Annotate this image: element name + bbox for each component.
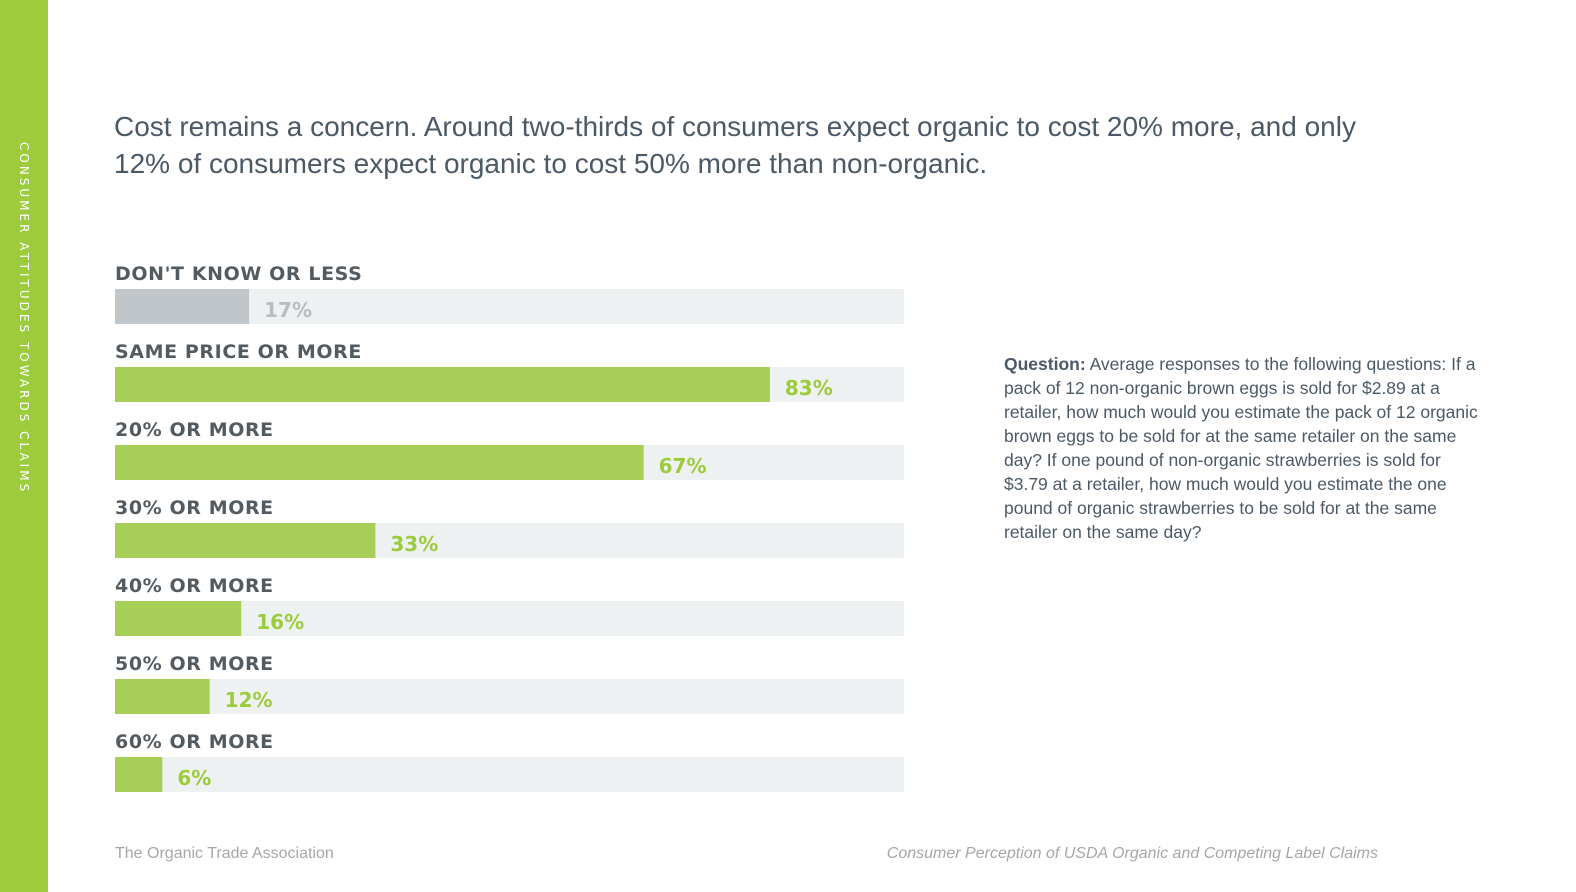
footer-organization: The Organic Trade Association <box>115 845 334 862</box>
bar-group: 20% OR MORE 67% <box>115 419 904 480</box>
question-note: Question: Average responses to the follo… <box>1004 352 1486 544</box>
category-label: DON'T KNOW OR LESS <box>115 263 362 285</box>
bar-group: 50% OR MORE 12% <box>115 653 904 714</box>
value-label: 16% <box>256 610 304 634</box>
bar <box>115 445 644 480</box>
headline: Cost remains a concern. Around two-third… <box>114 111 1356 179</box>
bar-group: DON'T KNOW OR LESS 17% <box>115 263 904 324</box>
category-label: 20% OR MORE <box>115 419 274 441</box>
bar <box>115 601 242 636</box>
value-label: 17% <box>264 298 312 322</box>
bar <box>115 289 250 324</box>
side-band: CONSUMER ATTITUDES TOWARDS CLAIMS <box>0 0 48 892</box>
category-label: 50% OR MORE <box>115 653 274 675</box>
bar-group: SAME PRICE OR MORE 83% <box>115 341 904 402</box>
category-label: 30% OR MORE <box>115 497 274 519</box>
bar <box>115 367 770 402</box>
category-label: 60% OR MORE <box>115 731 274 753</box>
footer-report-title: Consumer Perception of USDA Organic and … <box>886 845 1378 862</box>
bar <box>115 523 376 558</box>
question-label: Question: <box>1004 354 1086 374</box>
bar-track <box>115 601 904 636</box>
bar-group: 30% OR MORE 33% <box>115 497 904 558</box>
value-label: 33% <box>390 532 438 556</box>
bar-track <box>115 757 904 792</box>
bar-group: 60% OR MORE 6% <box>115 731 904 792</box>
section-label: CONSUMER ATTITUDES TOWARDS CLAIMS <box>17 142 31 495</box>
category-label: 40% OR MORE <box>115 575 274 597</box>
value-label: 12% <box>225 688 273 712</box>
value-label: 6% <box>177 766 211 790</box>
bar <box>115 679 210 714</box>
bar-group: 40% OR MORE 16% <box>115 575 904 636</box>
question-text: Average responses to the following quest… <box>1004 354 1478 542</box>
bar-track <box>115 679 904 714</box>
value-label: 83% <box>785 376 833 400</box>
bar <box>115 757 163 792</box>
value-label: 67% <box>659 454 707 478</box>
category-label: SAME PRICE OR MORE <box>115 341 362 363</box>
